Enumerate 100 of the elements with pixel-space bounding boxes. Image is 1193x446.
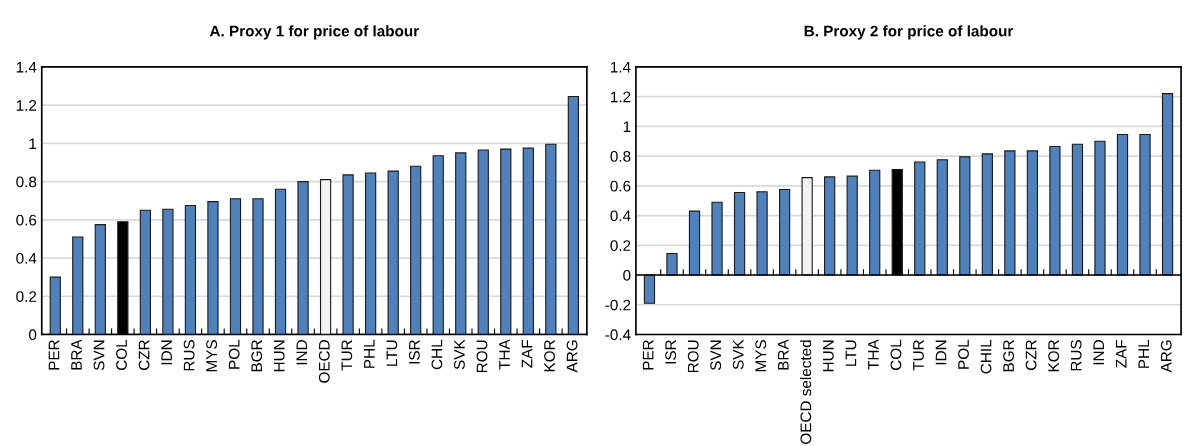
x-tick-label: PHL: [364, 339, 375, 368]
y-tick-label: 0.8: [610, 150, 631, 162]
y-tick-label: 0: [623, 269, 631, 281]
x-tick-label: CHIL: [980, 339, 992, 374]
bar: [342, 174, 354, 335]
x-tick-label: ISR: [665, 340, 677, 364]
x-tick-label: MYS: [755, 340, 767, 372]
x-tick-label: PER: [48, 340, 60, 370]
x-tick-label: ROU: [687, 340, 699, 373]
x-tick-label: BGR: [251, 340, 263, 372]
y-tick-label: -0.4: [605, 329, 631, 341]
y-tick-label: -0.2: [605, 299, 631, 311]
bar: [936, 159, 948, 276]
x-tick-label: ROU: [476, 340, 488, 373]
bar: [162, 208, 174, 335]
x-tick-label: CHL: [431, 339, 443, 370]
y-tick-label: 0.2: [610, 240, 631, 251]
x-tick-label: KOR: [544, 340, 555, 372]
x-tick-label: COL: [890, 339, 902, 370]
x-tick-label: PER: [642, 340, 654, 370]
bar: [567, 95, 579, 335]
x-tick-label: HUN: [273, 340, 285, 372]
bar: [207, 201, 219, 335]
bar: [1139, 133, 1151, 276]
x-tick-label: ISR: [408, 340, 420, 364]
bar: [1049, 145, 1061, 276]
x-tick-label: OECD selected: [800, 340, 812, 444]
x-tick-label: POL: [228, 339, 240, 369]
x-tick-label: COL: [116, 339, 127, 370]
x-tick-label: BRA: [71, 339, 82, 370]
y-tick-label: 0.8: [16, 176, 37, 188]
bar: [365, 172, 377, 335]
x-tick-label: BRA: [778, 339, 789, 370]
bar: [229, 198, 242, 335]
bar: [1094, 140, 1106, 276]
bar: [387, 170, 399, 335]
bar: [1026, 150, 1039, 276]
bar: [184, 204, 197, 335]
bar: [1116, 133, 1129, 276]
x-tick-label: IND: [1093, 340, 1104, 365]
bar: [801, 177, 813, 276]
x-tick-label: IND: [296, 340, 308, 365]
x-tick-label: ZAF: [1115, 339, 1127, 368]
bar: [959, 156, 971, 276]
bar: [869, 169, 881, 276]
bar: [522, 147, 534, 335]
y-tick-label: 0.2: [16, 291, 37, 302]
bar: [139, 209, 151, 335]
x-tick-label: CZR: [138, 340, 150, 370]
x-tick-label: THA: [868, 339, 879, 370]
bar: [117, 221, 129, 335]
y-tick-label: 0.6: [610, 180, 631, 192]
x-tick-label: PHL: [1138, 339, 1149, 368]
x-tick-label: ARG: [566, 340, 578, 373]
y-tick-label: 1.4: [611, 61, 631, 73]
bar: [477, 149, 489, 335]
x-tick-label: SVK: [454, 339, 465, 370]
y-tick-label: 0.6: [16, 214, 37, 226]
bar: [643, 274, 656, 304]
x-tick-label: CZR: [1025, 340, 1037, 370]
x-tick-label: LTU: [386, 340, 398, 366]
bar: [846, 175, 858, 276]
x-tick-label: THA: [499, 339, 510, 370]
y-tick-label: 1.2: [611, 91, 631, 103]
bar: [49, 276, 61, 335]
x-tick-label: KOR: [1048, 340, 1060, 372]
bar: [72, 236, 84, 335]
y-tick-label: 0.4: [16, 252, 37, 264]
y-tick-label: 1.2: [16, 100, 37, 111]
bar: [297, 181, 309, 335]
bar: [455, 152, 467, 335]
y-tick-label: 1: [623, 121, 631, 132]
y-tick-label: 0: [28, 329, 37, 341]
x-tick-label: LTU: [845, 340, 857, 366]
bar: [1071, 143, 1084, 276]
bar: [1161, 93, 1174, 276]
bar: [94, 224, 106, 335]
bar: [666, 252, 678, 276]
y-tick-label: 0.4: [610, 210, 631, 222]
y-tick-label: 1: [29, 138, 37, 149]
bar: [1004, 150, 1016, 276]
bar: [756, 191, 768, 276]
x-tick-label: SVN: [93, 340, 105, 371]
bar: [500, 148, 512, 335]
x-tick-label: TUR: [913, 340, 924, 371]
x-tick-label: HUN: [823, 340, 834, 372]
chart-title: B. Proxy 2 for price of labour: [804, 25, 1014, 40]
bar: [545, 143, 557, 335]
x-tick-label: TUR: [341, 340, 353, 371]
bar: [319, 179, 332, 335]
bar: [688, 210, 701, 276]
x-tick-label: RUS: [183, 340, 195, 371]
bar: [252, 198, 264, 335]
bar: [914, 161, 926, 276]
bar: [432, 155, 444, 335]
x-tick-label: RUS: [1070, 340, 1082, 371]
x-tick-label: ARG: [1160, 340, 1172, 373]
x-tick-label: OECD: [318, 340, 330, 383]
bar: [410, 165, 422, 335]
bar: [274, 188, 287, 335]
